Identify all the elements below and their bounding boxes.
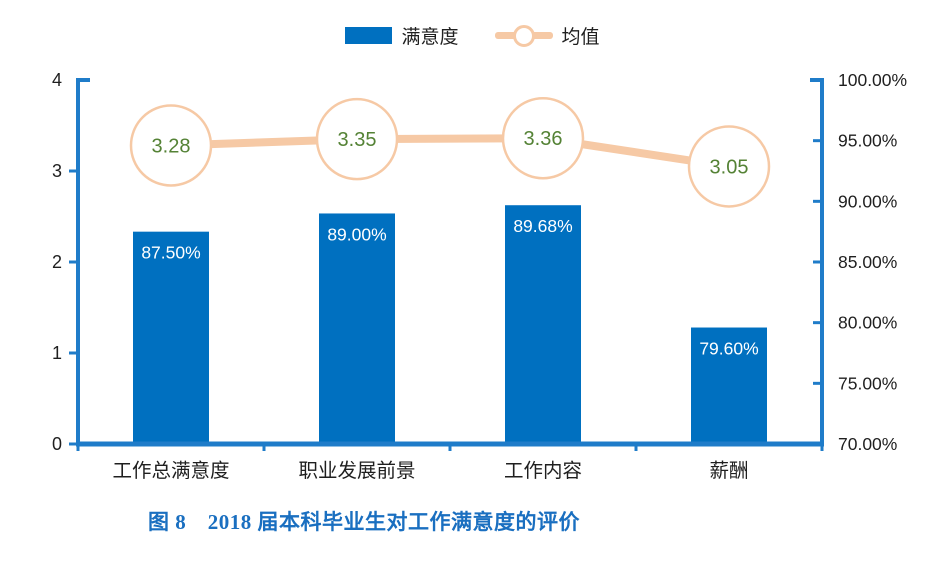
bar-3 <box>691 327 767 444</box>
legend-line-label: 均值 <box>561 27 600 48</box>
category-label-0: 工作总满意度 <box>112 460 229 482</box>
category-label-3: 薪酬 <box>709 460 748 482</box>
bar-0 <box>133 231 209 444</box>
category-label-1: 职业发展前景 <box>298 460 415 482</box>
mean-value-1: 3.35 <box>338 129 377 151</box>
category-label-2: 工作内容 <box>504 460 582 482</box>
right-axis-label-2: 80.00% <box>838 313 897 333</box>
line-marker-icon <box>494 24 553 47</box>
bar-1 <box>319 213 395 444</box>
mean-marker-2 <box>501 96 585 180</box>
mean-marker-3 <box>687 125 771 208</box>
bar-label-1: 89.00% <box>327 224 386 244</box>
bar-label-0: 87.50% <box>141 243 200 263</box>
mean-line <box>170 134 730 171</box>
combo-chart: 87.50% 89.00% 89.68% 79.60% 3.28 3.35 3.36 3.05… <box>52 70 907 482</box>
mean-marker-0 <box>129 104 213 187</box>
right-axis-label-3: 85.00% <box>838 252 897 272</box>
bar-label-3: 79.60% <box>699 339 758 359</box>
chart-legend: 满意度 均值 <box>0 22 945 49</box>
right-axis-label-0: 70.00% <box>838 434 897 454</box>
mean-marker-1 <box>315 97 399 181</box>
right-axis-label-5: 95.00% <box>838 131 897 151</box>
bar-swatch-icon <box>345 27 393 44</box>
circle-marker-icon <box>512 24 535 47</box>
mean-value-3: 3.05 <box>710 156 749 178</box>
left-axis-label-2: 2 <box>52 252 62 272</box>
legend-item-bar: 满意度 <box>345 22 459 49</box>
legend-item-line: 均值 <box>494 22 600 49</box>
right-axis-label-4: 90.00% <box>838 191 897 211</box>
left-axis-label-0: 0 <box>52 434 62 454</box>
left-axis-label-4: 4 <box>52 70 62 90</box>
bar-2 <box>505 205 581 444</box>
legend-bar-label: 满意度 <box>401 27 459 48</box>
left-axis-label-3: 3 <box>52 161 62 181</box>
left-axis-label-1: 1 <box>52 343 62 363</box>
right-axis-label-1: 75.00% <box>838 373 897 393</box>
mean-value-2: 3.36 <box>524 128 563 150</box>
right-axis-label-6: 100.00% <box>838 70 907 90</box>
bar-label-2: 89.68% <box>513 216 572 236</box>
mean-value-0: 3.28 <box>152 136 191 158</box>
figure-caption: 图 8 2018 届本科毕业生对工作满意度的评价 <box>148 510 580 534</box>
